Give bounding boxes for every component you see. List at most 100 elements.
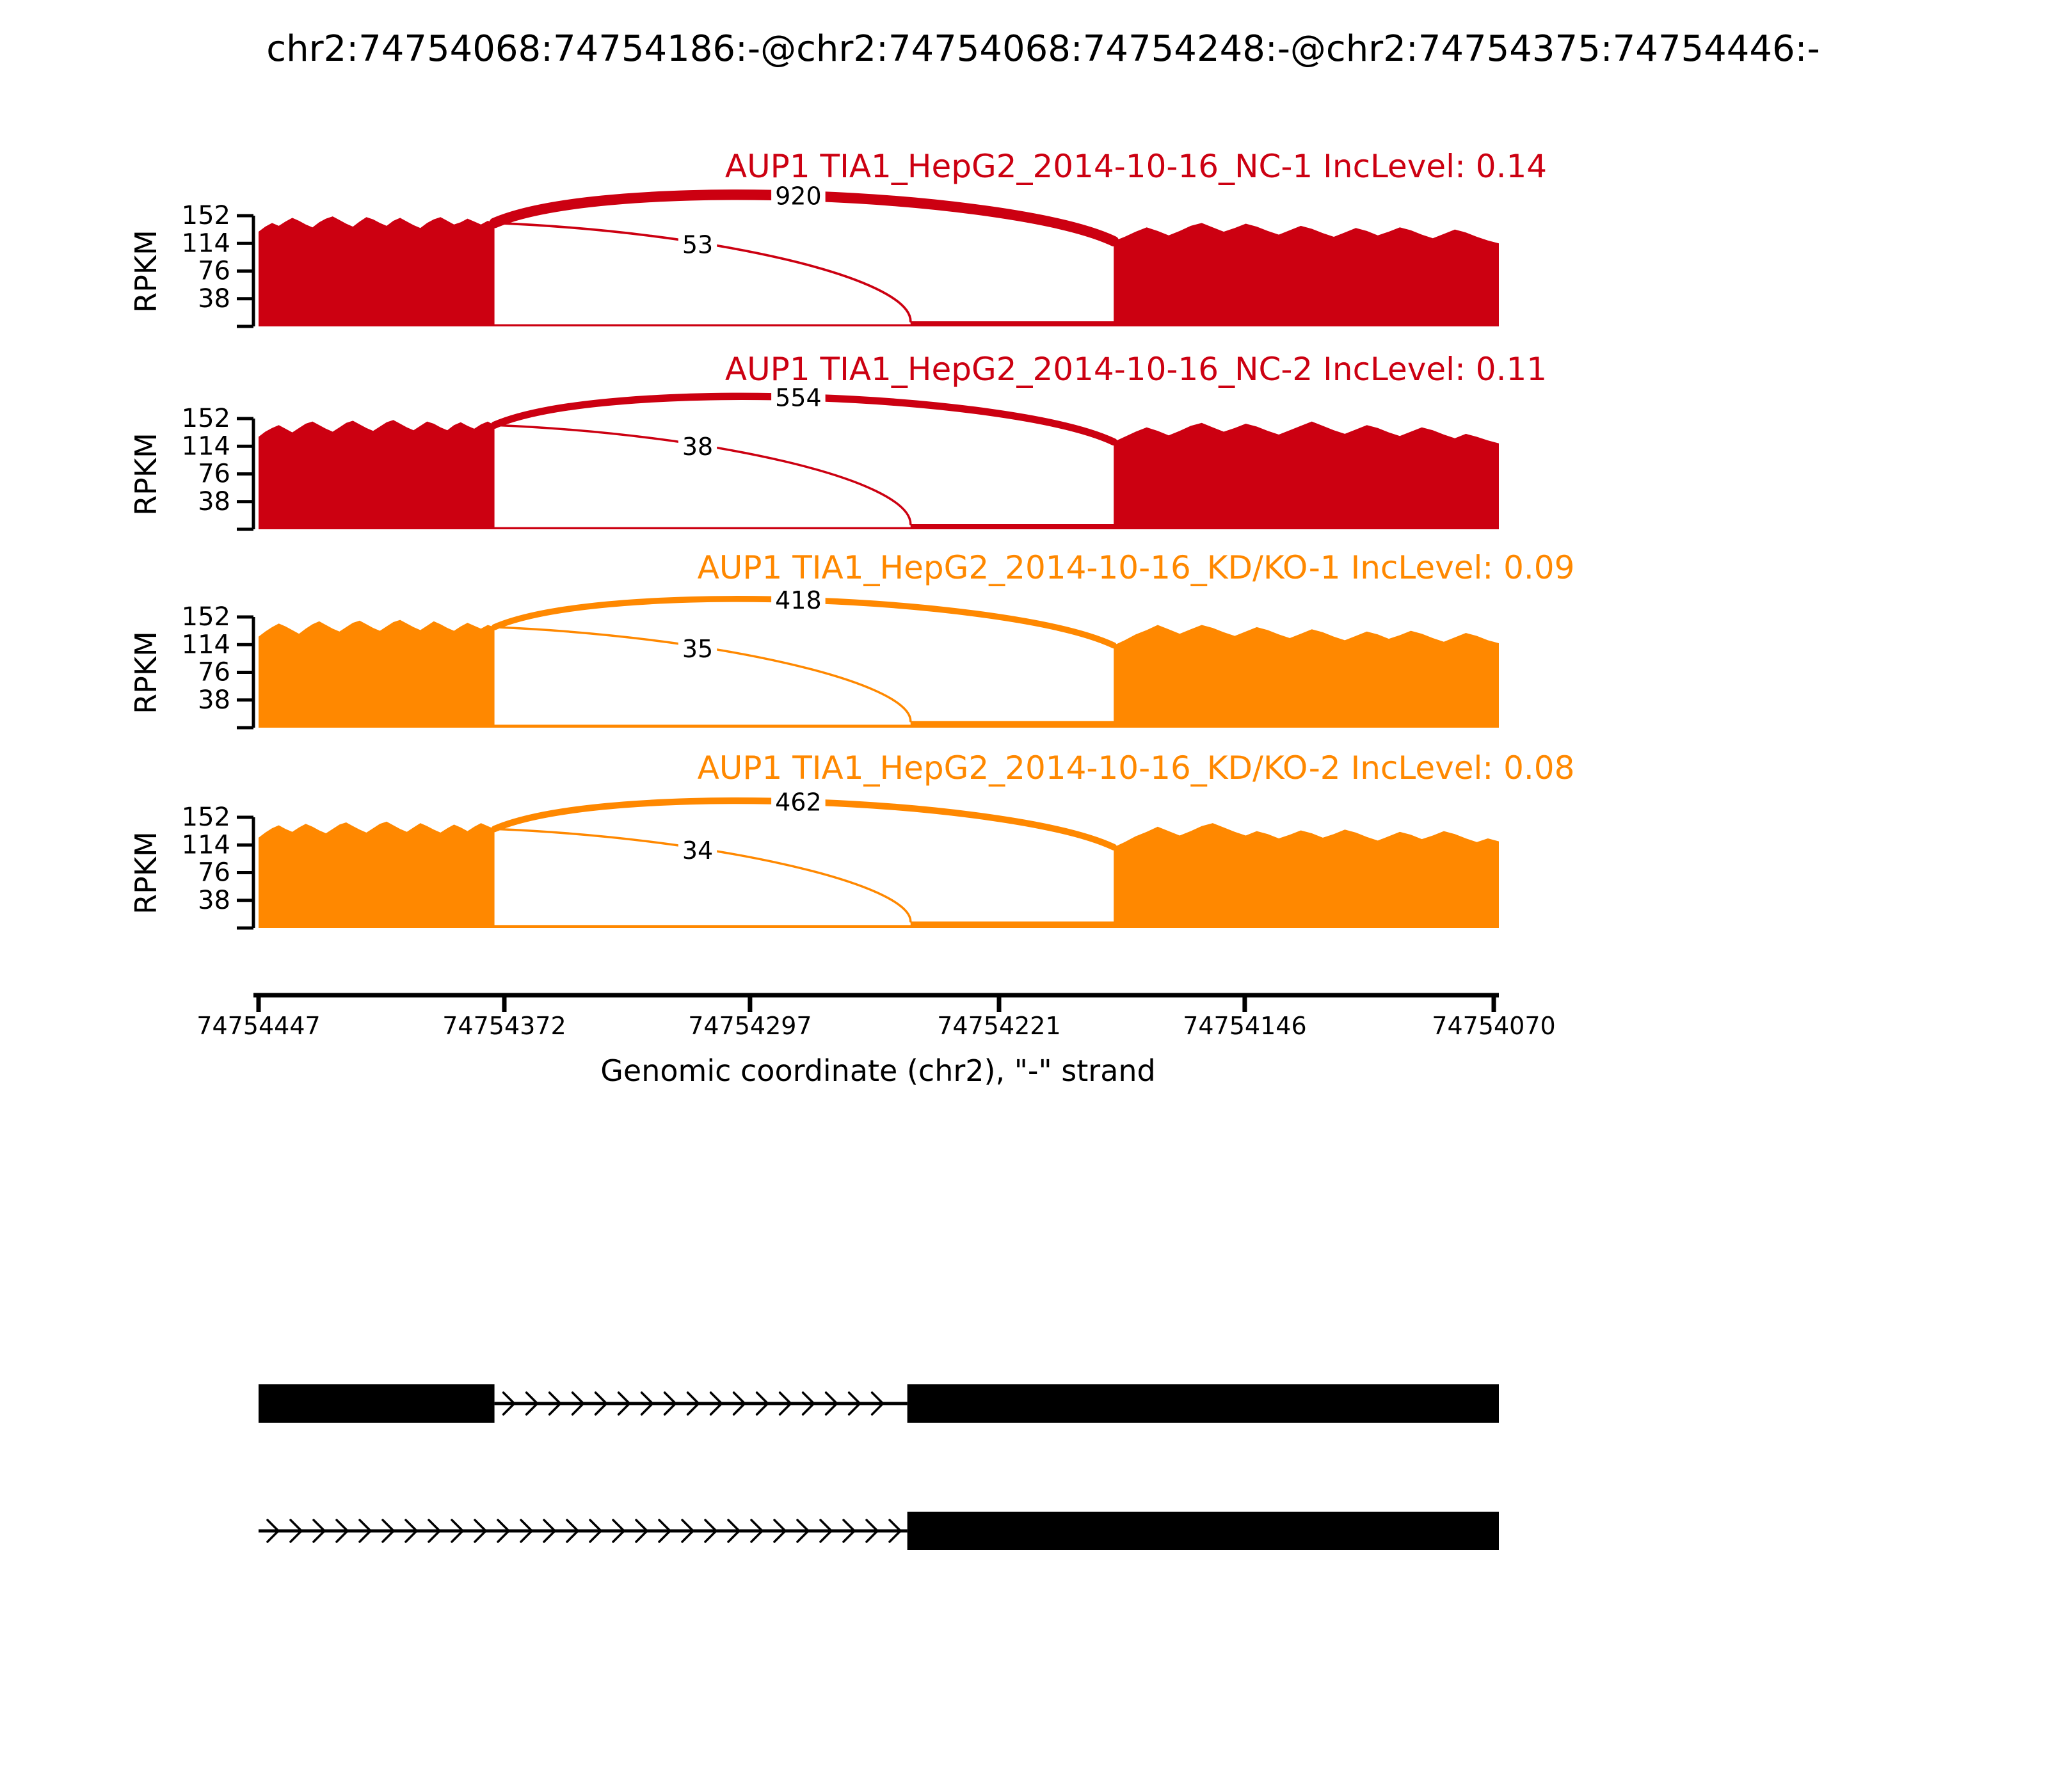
coverage-area-track-1 bbox=[259, 216, 1499, 326]
strand-arrow-icon bbox=[750, 1519, 764, 1543]
y-axis-title-3: RPKM bbox=[129, 631, 163, 714]
y-tick-label: 152 bbox=[182, 803, 230, 832]
strand-arrow-icon bbox=[824, 1391, 838, 1416]
strand-arrow-icon bbox=[451, 1519, 464, 1543]
strand-arrow-icon bbox=[686, 1391, 700, 1416]
junction-label-backdrop bbox=[678, 835, 717, 867]
coverage-area-track-2 bbox=[259, 420, 1499, 529]
strand-arrow-icon bbox=[681, 1519, 694, 1543]
y-axis-track-3 bbox=[237, 615, 255, 730]
strand-arrow-icon bbox=[865, 1519, 879, 1543]
strand-arrow-icon bbox=[612, 1519, 625, 1543]
junction-count-skip-track-4: 462 bbox=[775, 788, 822, 816]
strand-arrow-icon bbox=[842, 1519, 856, 1543]
junction-arc-incl-track-1 bbox=[493, 221, 912, 323]
strand-arrow-icon bbox=[888, 1519, 902, 1543]
strand-arrow-icon bbox=[543, 1519, 556, 1543]
coverage-area-track-4 bbox=[259, 821, 1499, 928]
y-tick-label: 152 bbox=[182, 602, 230, 632]
y-tick-label: 38 bbox=[198, 487, 230, 516]
strand-arrow-icon bbox=[358, 1519, 372, 1543]
junction-count-incl-track-4: 34 bbox=[682, 836, 713, 865]
junction-count-incl-track-3: 35 bbox=[682, 635, 713, 663]
junction-label-backdrop bbox=[771, 585, 826, 616]
y-tick-label: 76 bbox=[198, 658, 230, 687]
strand-arrow-icon bbox=[502, 1391, 516, 1416]
y-tick-label: 114 bbox=[182, 228, 230, 258]
strand-arrow-icon bbox=[635, 1519, 648, 1543]
strand-arrow-icon bbox=[870, 1391, 884, 1416]
transcript-exon bbox=[259, 1384, 495, 1423]
y-axis-title-1: RPKM bbox=[129, 230, 163, 313]
transcript-exon bbox=[907, 1384, 1499, 1423]
y-tick-label: 114 bbox=[182, 630, 230, 659]
x-tick-label: 74754297 bbox=[688, 1012, 812, 1040]
strand-arrow-icon bbox=[796, 1519, 810, 1543]
strand-arrow-icon bbox=[289, 1519, 303, 1543]
strand-arrow-icon bbox=[755, 1391, 769, 1416]
junction-arc-incl-track-2 bbox=[493, 424, 912, 525]
junction-count-skip-track-2: 554 bbox=[775, 383, 822, 412]
strand-arrow-icon bbox=[381, 1519, 395, 1543]
strand-arrow-icon bbox=[571, 1391, 585, 1416]
y-tick-label: 152 bbox=[182, 404, 230, 433]
junction-label-backdrop bbox=[771, 787, 826, 818]
strand-arrow-icon bbox=[566, 1519, 579, 1543]
y-axis-track-4 bbox=[237, 815, 255, 930]
strand-arrow-icon bbox=[819, 1519, 833, 1543]
y-tick-label: 76 bbox=[198, 257, 230, 286]
x-tick-label: 74754070 bbox=[1432, 1012, 1555, 1040]
coverage-area-track-3 bbox=[259, 620, 1499, 728]
strand-arrow-icon bbox=[801, 1391, 815, 1416]
page-title: chr2:74754068:74754186:-@chr2:74754068:7… bbox=[266, 28, 1820, 70]
transcript-exon bbox=[907, 1512, 1499, 1550]
y-tick-label: 38 bbox=[198, 685, 230, 715]
strand-arrow-icon bbox=[594, 1391, 608, 1416]
track-title-nc2: AUP1 TIA1_HepG2_2014-10-16_NC-2 IncLevel… bbox=[724, 351, 1548, 388]
junction-label-backdrop bbox=[678, 431, 717, 463]
strand-arrow-icon bbox=[658, 1519, 671, 1543]
x-axis-title: Genomic coordinate (chr2), "-" strand bbox=[600, 1053, 1156, 1088]
strand-arrow-icon bbox=[732, 1391, 746, 1416]
y-tick-label: 76 bbox=[198, 460, 230, 489]
strand-arrow-icon bbox=[847, 1391, 861, 1416]
strand-arrow-icon bbox=[404, 1519, 418, 1543]
strand-arrow-icon bbox=[704, 1519, 717, 1543]
strand-arrow-icon bbox=[773, 1519, 787, 1543]
y-tick-label: 76 bbox=[198, 858, 230, 888]
strand-arrow-icon bbox=[709, 1391, 723, 1416]
strand-arrow-icon bbox=[525, 1391, 539, 1416]
y-tick-label: 114 bbox=[182, 431, 230, 461]
y-axis-title-4: RPKM bbox=[129, 831, 163, 915]
y-axis-track-2 bbox=[237, 417, 255, 531]
track-title-kdko2: AUP1 TIA1_HepG2_2014-10-16_KD/KO-2 IncLe… bbox=[697, 749, 1575, 787]
strand-arrow-icon bbox=[663, 1391, 677, 1416]
junction-label-backdrop bbox=[678, 229, 717, 260]
strand-arrow-icon bbox=[335, 1519, 349, 1543]
junction-label-backdrop bbox=[678, 633, 717, 664]
track-title-kdko1: AUP1 TIA1_HepG2_2014-10-16_KD/KO-1 IncLe… bbox=[697, 549, 1575, 586]
y-tick-label: 114 bbox=[182, 830, 230, 860]
junction-arc-incl-track-4 bbox=[493, 828, 912, 923]
strand-arrow-icon bbox=[778, 1391, 792, 1416]
y-axis-track-1 bbox=[237, 214, 255, 328]
junction-count-skip-track-1: 920 bbox=[775, 182, 822, 211]
strand-arrow-icon bbox=[640, 1391, 654, 1416]
strand-arrow-icon bbox=[312, 1519, 326, 1543]
y-axis-title-2: RPKM bbox=[129, 433, 163, 516]
junction-count-incl-track-1: 53 bbox=[682, 230, 713, 259]
junction-label-backdrop bbox=[771, 382, 826, 413]
strand-arrow-icon bbox=[520, 1519, 533, 1543]
track-title-nc1: AUP1 TIA1_HepG2_2014-10-16_NC-1 IncLevel… bbox=[724, 148, 1548, 185]
strand-arrow-icon bbox=[428, 1519, 441, 1543]
x-tick-label: 74754447 bbox=[196, 1012, 320, 1040]
strand-arrow-icon bbox=[727, 1519, 740, 1543]
y-tick-label: 38 bbox=[198, 886, 230, 915]
junction-count-incl-track-2: 38 bbox=[682, 433, 713, 461]
x-tick-label: 74754372 bbox=[442, 1012, 566, 1040]
strand-arrow-icon bbox=[589, 1519, 602, 1543]
junction-arc-incl-track-3 bbox=[493, 626, 912, 723]
y-tick-label: 38 bbox=[198, 284, 230, 314]
